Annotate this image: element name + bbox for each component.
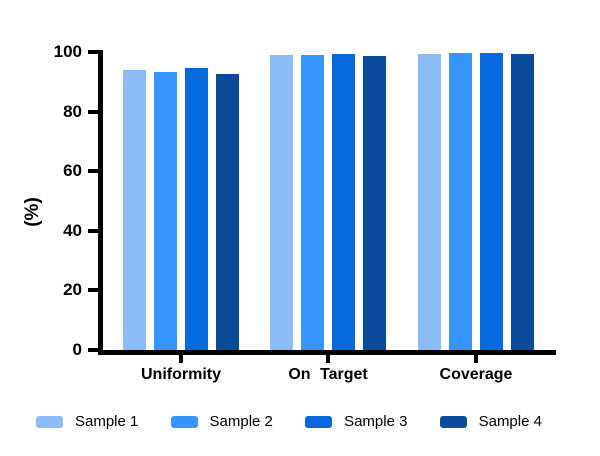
legend-label: Sample 3 bbox=[344, 413, 408, 430]
bar-on-target-sample-3 bbox=[332, 54, 355, 350]
x-tick-coverage bbox=[474, 355, 478, 363]
bar-uniformity-sample-1 bbox=[123, 70, 146, 350]
x-axis-line bbox=[98, 350, 556, 355]
legend-label: Sample 1 bbox=[75, 413, 139, 430]
y-tick-label-20: 20 bbox=[63, 280, 82, 300]
bar-coverage-sample-2 bbox=[449, 52, 472, 350]
y-tick-label-80: 80 bbox=[63, 101, 82, 121]
legend-label: Sample 4 bbox=[478, 413, 542, 430]
bar-coverage-sample-1 bbox=[418, 54, 441, 350]
legend-label: Sample 2 bbox=[209, 413, 273, 430]
bar-on-target-sample-1 bbox=[270, 55, 293, 350]
y-tick-40 bbox=[88, 228, 98, 233]
x-tick-on-target bbox=[326, 355, 330, 363]
bar-on-target-sample-4 bbox=[363, 55, 386, 350]
bar-uniformity-sample-4 bbox=[216, 74, 239, 350]
category-label-coverage: Coverage bbox=[439, 366, 513, 383]
x-tick-uniformity bbox=[179, 355, 183, 363]
category-label-on-target: On Target bbox=[288, 366, 368, 383]
bar-coverage-sample-3 bbox=[480, 53, 503, 350]
legend-item-sample-4: Sample 4 bbox=[439, 413, 542, 430]
legend-item-sample-1: Sample 1 bbox=[36, 414, 138, 430]
legend-item-sample-2: Sample 2 bbox=[170, 413, 273, 430]
y-tick-80 bbox=[88, 109, 98, 114]
legend-swatch-icon bbox=[305, 416, 333, 428]
bar-uniformity-sample-2 bbox=[154, 72, 177, 350]
y-tick-20 bbox=[88, 288, 98, 293]
bar-uniformity-sample-3 bbox=[185, 67, 208, 350]
legend-swatch-icon bbox=[170, 416, 198, 428]
y-tick-label-60: 60 bbox=[63, 161, 82, 181]
y-tick-0 bbox=[88, 348, 98, 352]
y-tick-label-0: 0 bbox=[72, 340, 82, 359]
y-axis-line bbox=[98, 50, 103, 355]
legend-swatch-icon bbox=[439, 416, 467, 428]
y-tick-label-40: 40 bbox=[63, 220, 82, 240]
legend: Sample 1 Sample 2 Sample 3 Sample 4 bbox=[36, 410, 542, 434]
y-tick-60 bbox=[88, 169, 98, 174]
category-label-uniformity: Uniformity bbox=[141, 366, 221, 383]
y-tick-label-100: 100 bbox=[53, 42, 82, 61]
y-tick-100 bbox=[88, 50, 98, 54]
legend-swatch-icon bbox=[36, 416, 63, 428]
legend-item-sample-3: Sample 3 bbox=[305, 414, 407, 430]
bar-on-target-sample-2 bbox=[301, 54, 324, 350]
bar-coverage-sample-4 bbox=[511, 54, 534, 350]
